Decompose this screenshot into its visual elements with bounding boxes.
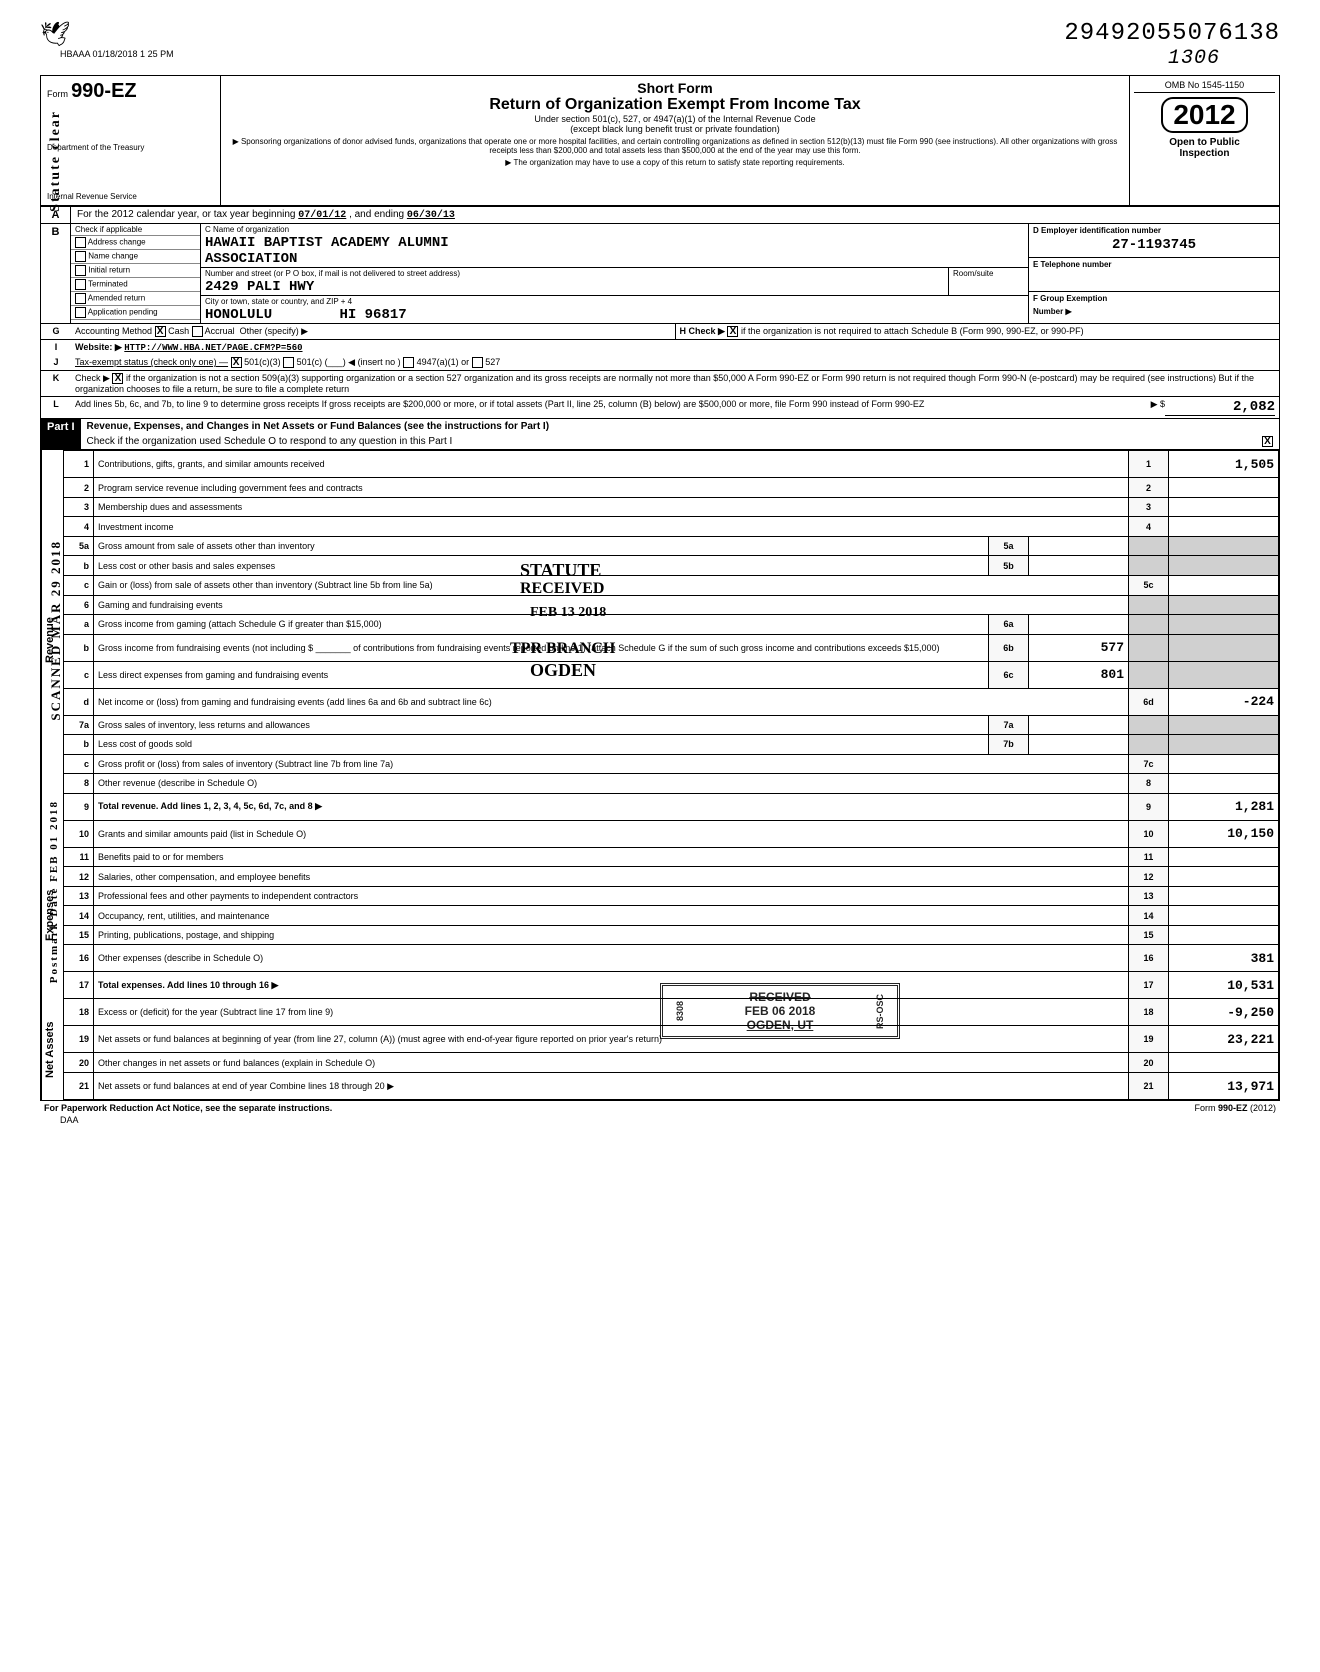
table-row: 10Grants and similar amounts paid (list … (64, 820, 1279, 847)
table-row: cGain or (loss) from sale of assets othe… (64, 575, 1279, 595)
part1-title: Revenue, Expenses, and Changes in Net As… (87, 421, 550, 432)
statute-clear-stamp: Statute clear (48, 110, 64, 212)
footer-left: For Paperwork Reduction Act Notice, see … (44, 1103, 332, 1113)
f-label2: Number ▶ (1029, 305, 1279, 318)
table-row: aGross income from gaming (attach Schedu… (64, 615, 1279, 635)
part1-checkbox: X (1262, 436, 1273, 447)
f-label: F Group Exemption (1029, 292, 1279, 305)
line-k-content: Check ▶ X if the organization is not a s… (71, 371, 1279, 396)
table-row: 5aGross amount from sale of assets other… (64, 536, 1279, 556)
table-row: cLess direct expenses from gaming and fu… (64, 661, 1279, 688)
open-public: Open to Public (1134, 137, 1275, 148)
document-stamp-code: 29492055076138 1306 (1064, 20, 1280, 70)
footer-daa: DAA (60, 1115, 1280, 1125)
form-number: 990-EZ (71, 80, 137, 102)
line-i-letter: I (41, 340, 71, 355)
city-label: City or town, state or country, and ZIP … (201, 296, 1028, 307)
table-row: dNet income or (loss) from gaming and fu… (64, 688, 1279, 715)
table-row: 13Professional fees and other payments t… (64, 886, 1279, 906)
revenue-side-label: Revenue (41, 450, 63, 830)
short-form-label: Short Form (229, 80, 1121, 96)
line-g-letter: G (41, 324, 71, 339)
org-name-2: ASSOCIATION (201, 251, 1028, 267)
state-zip: HI 96817 (339, 307, 406, 323)
street: 2429 PALI HWY (201, 279, 948, 295)
table-row: 4Investment income4 (64, 517, 1279, 537)
line-j-content: Tax-exempt status (check only one) — X 5… (71, 355, 1279, 370)
line-l-letter: L (41, 397, 71, 418)
room-label: Room/suite (949, 268, 1028, 279)
part1-label: Part I (41, 419, 81, 449)
tax-year: 2012 (1161, 97, 1247, 133)
netassets-side-label: Net Assets (41, 1000, 63, 1100)
table-row: cGross profit or (loss) from sales of in… (64, 754, 1279, 774)
table-row: 6Gaming and fundraising events (64, 595, 1279, 615)
line-l-content: Add lines 5b, 6c, and 7b, to line 9 to d… (71, 397, 1279, 418)
table-row: 1Contributions, gifts, grants, and simil… (64, 451, 1279, 478)
line-h-content: H Check ▶ X if the organization is not r… (675, 324, 1280, 339)
form-prefix: Form (47, 89, 68, 99)
table-row: 20Other changes in net assets or fund ba… (64, 1053, 1279, 1073)
e-label: E Telephone number (1029, 258, 1279, 271)
city: HONOLULU (205, 307, 272, 323)
form-note1: ▶ Sponsoring organizations of donor advi… (229, 137, 1121, 155)
received-stamp-2: 8308 RECEIVED FEB 06 2018 OGDEN, UT RS-O… (660, 983, 900, 1039)
table-row: 16Other expenses (describe in Schedule O… (64, 945, 1279, 972)
part1-check-text: Check if the organization used Schedule … (87, 436, 1262, 447)
table-row: 8Other revenue (describe in Schedule O)8 (64, 774, 1279, 794)
ein: 27-1193745 (1029, 237, 1279, 253)
d-label: D Employer identification number (1029, 224, 1279, 237)
header-timestamp: HBAAA 01/18/2018 1 25 PM (60, 49, 174, 59)
footer-right: Form 990-EZ (2012) (1194, 1103, 1276, 1113)
c-label: C Name of organization (201, 224, 1028, 235)
form-subtitle1: Under section 501(c), 527, or 4947(a)(1)… (229, 114, 1121, 124)
table-row: 7aGross sales of inventory, less returns… (64, 715, 1279, 735)
line-i-content: Website: ▶ HTTP://WWW.HBA.NET/PAGE.CFM?P… (71, 340, 1279, 355)
overlay-received: RECEIVED (520, 580, 604, 598)
table-row: 15Printing, publications, postage, and s… (64, 925, 1279, 945)
omb-number: OMB No 1545-1150 (1134, 80, 1275, 93)
dept-irs: Internal Revenue Service (47, 192, 214, 201)
overlay-branch: TPR BRANCH (510, 640, 615, 658)
table-row: bLess cost of goods sold7b (64, 735, 1279, 755)
form-subtitle2: (except black lung benefit trust or priv… (229, 124, 1121, 134)
inspection: Inspection (1134, 148, 1275, 159)
table-row: 12Salaries, other compensation, and empl… (64, 867, 1279, 887)
form-title: Return of Organization Exempt From Incom… (229, 96, 1121, 114)
overlay-statute: STATUTE (520, 560, 601, 581)
table-row: bLess cost or other basis and sales expe… (64, 556, 1279, 576)
form-note2: ▶ The organization may have to use a cop… (229, 158, 1121, 167)
table-row: 14Occupancy, rent, utilities, and mainte… (64, 906, 1279, 926)
line-a-content: For the 2012 calendar year, or tax year … (71, 207, 1279, 223)
line-b-letter: B (41, 224, 71, 323)
addr-label: Number and street (or P O box, if mail i… (201, 268, 948, 279)
overlay-ogden: OGDEN (530, 660, 596, 681)
line-j-letter: J (41, 355, 71, 370)
table-row: 21Net assets or fund balances at end of … (64, 1072, 1279, 1099)
telephone (1029, 271, 1279, 287)
table-row: 2Program service revenue including gover… (64, 478, 1279, 498)
dept-treasury: Department of the Treasury (47, 143, 214, 152)
table-row: 11Benefits paid to or for members11 (64, 847, 1279, 867)
overlay-date: FEB 13 2018 (530, 605, 606, 621)
table-row: 3Membership dues and assessments3 (64, 497, 1279, 517)
line-g-content: Accounting Method X Cash Accrual Other (… (71, 324, 675, 339)
table-row: bGross income from fundraising events (n… (64, 634, 1279, 661)
table-row: 9Total revenue. Add lines 1, 2, 3, 4, 5c… (64, 793, 1279, 820)
expenses-side-label: Expenses (41, 830, 63, 1000)
org-name-1: HAWAII BAPTIST ACADEMY ALUMNI (201, 235, 1028, 251)
line-k-letter: K (41, 371, 71, 396)
check-if-applicable: Check if applicable Address change Name … (71, 224, 201, 323)
bird-icon: 🕊 (40, 20, 174, 49)
